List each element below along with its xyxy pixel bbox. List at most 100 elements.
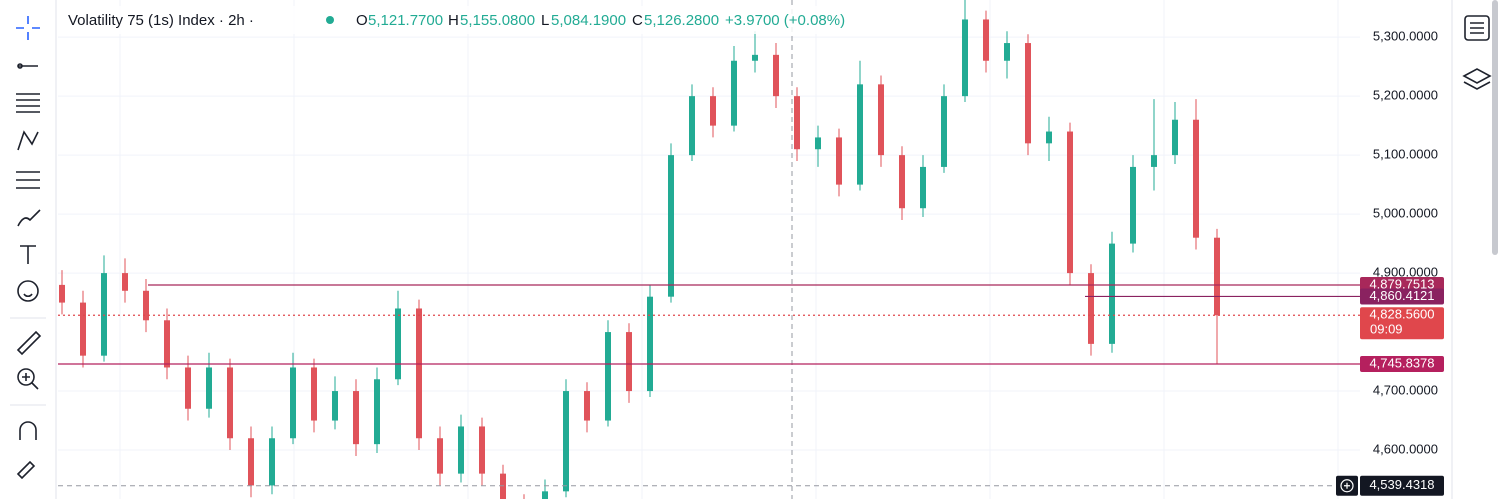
y-tick-label: 5,200.0000 [1373,88,1438,103]
candle-body [1025,43,1031,144]
y-tick-label: 5,100.0000 [1373,147,1438,162]
crosshair-label-bg [1360,475,1444,496]
candle-body [1193,119,1199,238]
y-tick-label: 4,700.0000 [1373,382,1438,397]
candle-body [962,19,968,97]
candle-body [1109,243,1115,344]
candle-body [1088,273,1094,344]
price-label: 4,879.7513 [1369,276,1434,291]
ohlc-key: L [541,12,549,29]
watchlist-button[interactable] [1464,15,1490,41]
candle-body [416,308,422,439]
line-tool[interactable] [17,63,38,69]
price-label-bg [1360,288,1444,305]
plot-area: 4,600.0000 4,700.0000 4,900.0000 5,000.0000… [58,0,1444,504]
candle-body [458,426,464,474]
ohlc-key: H [448,12,459,29]
zoom-tool[interactable] [17,368,39,390]
crosshair-add-icon [1340,479,1354,493]
candle-body [605,332,611,421]
change: +3.9700 (+0.08%) [725,12,845,29]
candle-body [269,438,275,486]
crosshair-add-icon [1344,482,1350,489]
price-label: 4,860.4121 [1369,288,1434,303]
scrollbar[interactable] [1492,0,1498,255]
price-label-bg [1360,307,1444,340]
legend: Volatility 75 (1s) Index · 2h · O 5,121.… [60,6,850,34]
candle-body [1130,166,1136,244]
candle-body [185,367,191,409]
y-tick-label: 5,000.0000 [1373,206,1438,221]
legend-bg [60,6,850,34]
candle-body [836,137,842,185]
candle-body [227,367,233,439]
candle-body [164,320,170,368]
candle-body [689,96,695,156]
candle-body [311,367,317,421]
candle-body [1046,131,1052,144]
candle-body [773,54,779,97]
candle-body [122,273,128,291]
ohlc-value: 5,126.2800 [644,12,719,29]
candle-body [668,155,674,297]
candle-body [80,302,86,356]
ohlc-key: O [356,12,368,29]
candle-body [941,96,947,167]
pattern-tool[interactable] [17,130,39,151]
candle-body [500,473,506,504]
candle-body [710,96,716,126]
candle-body [626,332,632,392]
magnet-tool[interactable] [19,421,37,440]
text-tool[interactable] [20,245,36,264]
candle-body [563,391,569,492]
y-tick-label: 4,900.0000 [1373,265,1438,280]
candle-body [899,155,905,209]
candle-body [1214,237,1220,316]
y-tick-label: 5,300.0000 [1373,29,1438,44]
crosshair-label: 4,539.4318 [1369,477,1434,492]
candle-body [1067,131,1073,274]
candle-body [878,84,884,156]
candle-body [584,391,590,421]
ohlc-value: 5,155.0800 [460,12,535,29]
ruler-tool[interactable] [16,330,42,356]
candle-body [290,367,296,439]
symbol: Volatility 75 (1s) Index · 2h · [68,12,254,29]
candle-body [206,367,212,409]
countdown-label: 09:09 [1370,322,1403,337]
crosshair-tool[interactable] [16,16,40,40]
left-toolbar [0,0,57,499]
lock-tool[interactable] [16,460,36,480]
candle-body [395,308,401,380]
candle-body [332,391,338,421]
candle-body [857,84,863,185]
layers-button[interactable] [1462,68,1492,90]
right-panel [1451,0,1500,499]
candle-body [542,491,548,504]
candle-body [374,379,380,445]
candle-body [437,438,443,474]
brush-tool[interactable] [17,209,41,227]
candle-body [794,96,800,150]
candle-body [353,391,359,445]
y-tick-label: 4,600.0000 [1373,441,1438,456]
candle-body [1004,43,1010,61]
emoji-tool[interactable] [17,280,39,302]
candle-body [752,54,758,61]
candle-body [1172,119,1178,156]
candle-body [815,137,821,150]
candle-body [143,290,149,321]
candle-body [647,296,653,392]
candle-body [479,426,485,474]
fib-tool[interactable] [16,93,40,113]
candle-body [1151,155,1157,167]
candle-body [920,166,926,209]
candle-body [731,60,737,126]
candle-body [248,438,254,486]
status-dot [326,16,334,24]
ohlc-value: 5,121.7700 [368,12,443,29]
projection-tool[interactable] [16,171,40,189]
